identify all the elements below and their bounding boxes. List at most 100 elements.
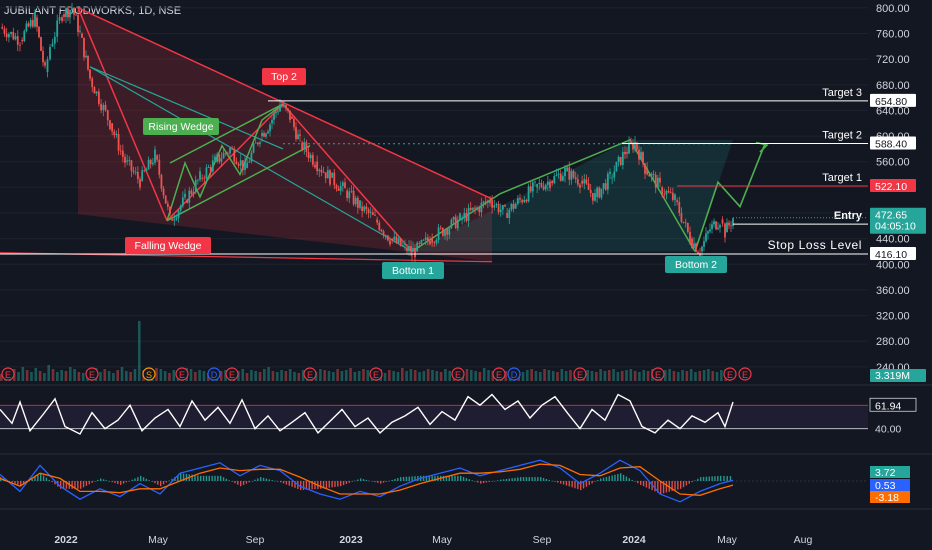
- bottom2-text: Bottom 2: [675, 259, 717, 271]
- macd-histogram-bar: [60, 481, 62, 489]
- candle-body: [371, 212, 374, 215]
- volume-bar: [672, 371, 676, 381]
- candle-body: [322, 172, 325, 174]
- candle-body: [572, 170, 575, 178]
- macd-histogram-bar: [588, 481, 590, 486]
- volume-bar: [280, 370, 283, 381]
- event-marker-letter: E: [727, 370, 733, 380]
- volume-bar: [336, 369, 339, 381]
- candle-body: [261, 133, 263, 137]
- macd-histogram-bar: [340, 481, 342, 487]
- macd-histogram-bar: [62, 481, 65, 489]
- macd-histogram-bar: [445, 475, 448, 481]
- macd-histogram-bar: [108, 481, 110, 482]
- candle-body: [344, 182, 346, 189]
- candle-body: [642, 152, 644, 164]
- candle-body: [506, 213, 509, 219]
- candle-body: [359, 200, 361, 208]
- candle-body: [239, 160, 242, 166]
- candle-body: [326, 170, 329, 179]
- candle-body: [495, 203, 498, 206]
- macd-histogram-bar: [325, 481, 328, 489]
- event-marker-icon: [142, 367, 156, 381]
- event-marker-icon: [723, 367, 737, 381]
- macd-histogram-bar: [548, 479, 550, 481]
- macd-histogram-bar: [582, 481, 585, 489]
- candle-body: [83, 37, 85, 58]
- candle-body: [354, 197, 357, 205]
- macd-histogram-bar: [428, 475, 430, 481]
- candle-body: [58, 17, 61, 21]
- macd-histogram-bar: [125, 481, 128, 483]
- candle-body: [416, 242, 419, 252]
- macd-histogram-bar: [431, 475, 433, 481]
- volume-bar: [219, 371, 223, 381]
- candle-body: [339, 186, 342, 191]
- candle-body: [7, 34, 10, 38]
- candle-body: [546, 181, 549, 185]
- macd-histogram-bar: [562, 481, 565, 485]
- volume-bar: [418, 372, 421, 381]
- volume-bar: [707, 369, 710, 381]
- candle-body: [104, 104, 107, 111]
- macd-histogram-bar: [345, 481, 348, 484]
- candle-body: [329, 170, 331, 185]
- candle-body: [581, 180, 584, 184]
- macd-histogram-bar: [177, 475, 179, 481]
- macd-histogram-bar: [88, 481, 90, 485]
- volume-bar: [319, 369, 322, 381]
- candle-body: [574, 177, 577, 180]
- macd-histogram-bar: [322, 481, 325, 489]
- candle-body: [27, 23, 30, 27]
- macd-histogram-bar: [726, 475, 728, 481]
- volume-bar: [129, 372, 132, 381]
- macd-histogram-bar: [642, 481, 645, 487]
- volume-bar: [301, 370, 305, 381]
- candle-body: [656, 177, 659, 188]
- macd-histogram-bar: [520, 477, 522, 481]
- candle-body: [615, 161, 618, 172]
- candle-body: [53, 36, 56, 44]
- candle-body: [69, 9, 71, 18]
- candle-body: [316, 161, 319, 172]
- volume-bar: [51, 369, 55, 381]
- volume-bar: [38, 371, 42, 381]
- macd-histogram-bar: [554, 481, 556, 482]
- volume-bar: [681, 370, 684, 381]
- candle-body: [632, 142, 634, 150]
- macd-histogram-bar: [17, 481, 19, 485]
- event-marker-letter: E: [5, 370, 11, 380]
- volume-bar: [676, 372, 680, 381]
- candle-body: [126, 160, 129, 162]
- macd-histogram-bar: [277, 481, 279, 482]
- candle-body: [669, 192, 672, 194]
- macd-histogram-bar: [480, 481, 482, 484]
- macd-histogram-bar: [660, 481, 662, 494]
- volume-bar: [56, 372, 59, 381]
- volume-bar: [258, 372, 262, 381]
- candle-body: [579, 184, 581, 188]
- candle-body: [404, 244, 406, 245]
- volume-bar: [560, 369, 564, 381]
- candle-body: [564, 167, 566, 177]
- candle-body: [211, 160, 214, 172]
- candle-body: [324, 172, 327, 179]
- macd-histogram-bar: [291, 481, 293, 487]
- macd-histogram-bar: [497, 480, 499, 481]
- price-tick-label: 560.00: [876, 157, 910, 169]
- macd-histogram-bar: [697, 478, 699, 481]
- candle-body: [380, 229, 383, 232]
- candle-body: [71, 8, 73, 10]
- macd-histogram-bar: [154, 481, 156, 484]
- macd-histogram-bar: [654, 481, 656, 492]
- macd-histogram-bar: [448, 475, 450, 481]
- macd-histogram-bar: [302, 481, 305, 490]
- candle-body: [67, 8, 69, 18]
- macd-histogram-bar: [605, 476, 608, 481]
- candle-body: [671, 192, 674, 200]
- candle-body: [254, 142, 257, 144]
- candle-body: [14, 36, 17, 40]
- candle-body: [501, 205, 504, 210]
- macd-histogram-bar: [214, 475, 216, 481]
- macd-histogram-bar: [477, 481, 479, 483]
